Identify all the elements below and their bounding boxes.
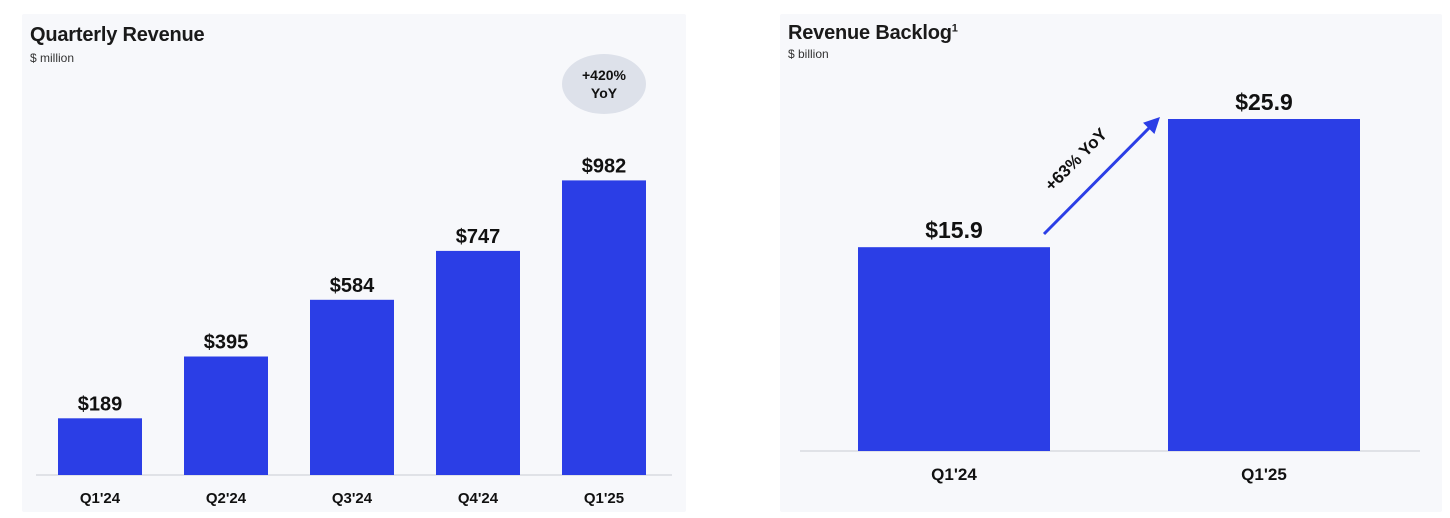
revenue-backlog-chart: $15.9 Q1'24 $25.9 Q1'25 +63% YoY (800, 89, 1420, 484)
x-tick-label: Q3'24 (332, 490, 373, 507)
bar-1 (1168, 119, 1360, 451)
data-label: $395 (204, 332, 249, 354)
bar-4 (562, 180, 646, 475)
quarterly-revenue-chart: $189 Q1'24 $395 Q2'24 $584 Q3'24 $747 Q4'24 $982… (36, 54, 672, 507)
x-tick-label: Q4'24 (458, 490, 499, 507)
footnote-marker: 1 (951, 22, 958, 35)
chart-title-text: Revenue Backlog (788, 22, 952, 44)
data-label: $25.9 (1235, 89, 1293, 115)
chart-subtitle: $ billion (788, 47, 829, 61)
data-label: $189 (78, 393, 123, 415)
x-tick-label: Q2'24 (206, 490, 247, 507)
growth-arrowhead (1143, 117, 1160, 134)
data-label: $584 (330, 275, 375, 297)
bar-2 (310, 299, 394, 475)
revenue-backlog-panel: Revenue Backlog1 $ billion $15.9 Q1'24 $25… (780, 14, 1442, 512)
chart-title: Quarterly Revenue (30, 24, 205, 46)
bar-3 (436, 250, 520, 475)
x-tick-label: Q1'24 (931, 465, 977, 484)
chart-title: Revenue Backlog1 (788, 22, 958, 45)
yoy-badge-line1: +420% (582, 67, 627, 83)
data-label: $747 (456, 226, 501, 248)
yoy-badge (562, 54, 646, 114)
chart-subtitle: $ million (30, 51, 75, 65)
bar-0 (858, 247, 1050, 451)
bar-1 (184, 356, 268, 475)
x-tick-label: Q1'25 (584, 490, 624, 507)
bar-0 (58, 418, 142, 475)
growth-arrow-shaft (1042, 121, 1156, 236)
growth-annotation: +63% YoY (1041, 124, 1111, 195)
quarterly-revenue-panel: Quarterly Revenue $ million $189 Q1'24 $39… (22, 14, 686, 512)
yoy-badge-line2: YoY (591, 85, 618, 101)
x-tick-label: Q1'25 (1241, 465, 1287, 484)
data-label: $15.9 (925, 217, 983, 243)
x-tick-label: Q1'24 (80, 490, 121, 507)
data-label: $982 (582, 155, 627, 177)
